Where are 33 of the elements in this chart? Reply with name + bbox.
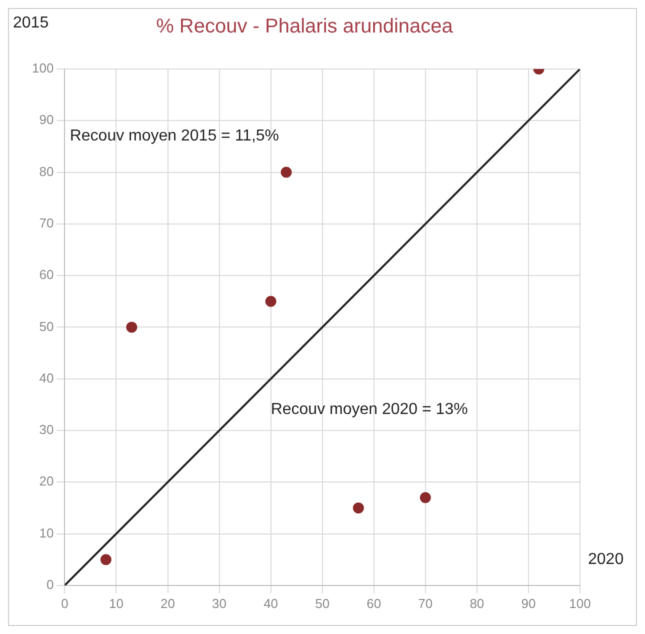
point	[280, 166, 292, 178]
x-tick-label: 80	[470, 596, 484, 611]
y-tick-label: 60	[39, 267, 54, 282]
x-tick-label: 90	[521, 596, 536, 611]
x-tick-label: 0	[61, 596, 68, 611]
annotation: Recouv moyen 2015 = 11,5%	[70, 128, 280, 145]
y-tick-label: 30	[39, 422, 54, 438]
x-tick-label: 30	[212, 596, 227, 611]
y-tick-label: 80	[39, 164, 54, 179]
y-tick-label: 20	[39, 474, 54, 489]
x-tick-label: 70	[418, 596, 433, 611]
x-tick-label: 100	[569, 596, 591, 611]
y-tick-label: 70	[39, 216, 54, 230]
y-tick-label: 10	[39, 525, 54, 540]
point	[126, 322, 138, 333]
point	[420, 492, 431, 504]
point	[352, 502, 364, 514]
annotation: Recouv moyen 2020 = 13%	[270, 401, 468, 418]
x-tick-label: 60	[366, 596, 382, 611]
point	[100, 554, 112, 566]
y-tick-label: 40	[39, 370, 54, 386]
x-tick-label: 40	[264, 596, 278, 611]
x-tick-label: 20	[160, 596, 175, 611]
y-axis-title: 2015	[13, 14, 49, 32]
x-tick-label: 50	[315, 596, 330, 611]
chart-title: % Recouv - Phalaris arundinacea	[156, 16, 454, 38]
y-tick-label: 100	[32, 60, 54, 76]
y-tick-label: 0	[46, 576, 54, 592]
x-axis-title: 2020	[588, 550, 624, 568]
x-tick-label: 10	[108, 596, 124, 611]
y-tick-label: 50	[39, 318, 54, 334]
point	[265, 296, 276, 307]
y-tick-label: 90	[39, 112, 54, 128]
